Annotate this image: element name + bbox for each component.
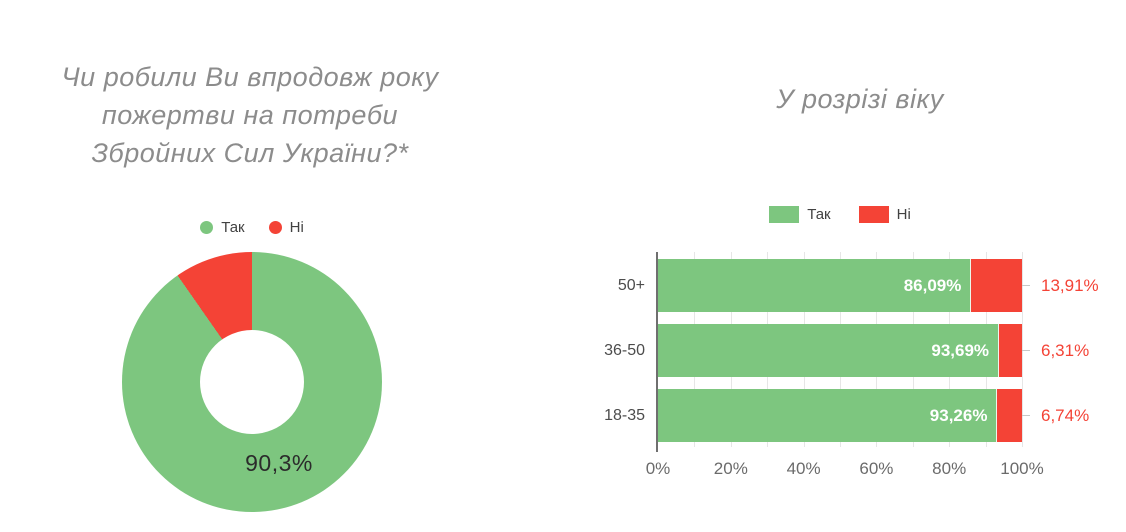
bar-legend: Так Ні (658, 206, 1022, 223)
bar-value-label-no-18-35: 6,74% (1041, 406, 1090, 425)
donut-hole (200, 330, 304, 434)
gridline (1022, 252, 1023, 447)
x-tick-label: 40% (786, 459, 821, 478)
bar-chart-title: У розрізі віку (776, 84, 944, 114)
bar-row-36-50: 93,69% (658, 324, 1022, 377)
category-label-36-50: 36-50 (604, 342, 645, 359)
bar-legend-item-no: Ні (858, 206, 911, 223)
donut-title-line-1: Чи робили Ви впродовж року (61, 62, 439, 92)
donut-legend-label-no: Ні (289, 219, 304, 236)
donut-legend-label-yes: Так (221, 219, 245, 236)
donut-title-line-3: Збройних Сил України?* (91, 138, 409, 168)
legend-dot-yes-icon (200, 221, 214, 234)
x-axis: 0% 20% 40% 60% 80% 100% (646, 459, 1044, 481)
bar-segment-yes: 86,09% (658, 259, 972, 312)
x-tick-label: 20% (713, 459, 748, 478)
donut-legend-item-yes: Так (200, 219, 245, 236)
x-tick-label: 60% (859, 459, 894, 478)
bar-value-label-yes: 93,69% (931, 340, 990, 360)
y-axis-line (656, 252, 658, 452)
donut-value-label: 90,3% (245, 450, 313, 476)
x-tick-label: 80% (932, 459, 967, 478)
donut-legend: Так Ні (122, 219, 382, 236)
bar-plot-area: 86,09% 93,69% 93,26% (658, 252, 1023, 447)
bar-value-label-no-50plus: 13,91% (1041, 276, 1099, 295)
donut-chart-title: Чи робили Ви впродовж року пожертви на п… (10, 58, 490, 172)
label-leader-dash (1022, 350, 1030, 351)
donut-chart (122, 252, 382, 512)
x-tick-label: 0% (645, 459, 671, 478)
bar-legend-item-yes: Так (769, 206, 831, 223)
bar-segment-yes: 93,26% (658, 389, 998, 442)
legend-dot-no-icon (268, 221, 282, 234)
bar-value-label-yes: 86,09% (903, 275, 962, 295)
category-label-50plus: 50+ (617, 277, 645, 294)
bar-row-18-35: 93,26% (658, 389, 1022, 442)
donut-legend-item-no: Ні (268, 219, 304, 236)
category-label-18-35: 18-35 (604, 407, 645, 424)
bar-value-label-no-36-50: 6,31% (1041, 341, 1090, 360)
bar-value-label-yes: 93,26% (929, 405, 988, 425)
legend-swatch-yes-icon (769, 206, 800, 223)
bar-segment-no (999, 324, 1022, 377)
label-leader-dash (1022, 415, 1030, 416)
bar-row-50plus: 86,09% (658, 259, 1022, 312)
label-leader-dash (1022, 285, 1030, 286)
donut-title-line-2: пожертви на потреби (101, 100, 399, 130)
legend-swatch-no-icon (858, 206, 889, 223)
bar-segment-yes: 93,69% (658, 324, 1000, 377)
bar-segment-no (971, 259, 1022, 312)
bar-segment-no (997, 389, 1022, 442)
x-tick-label: 100% (1000, 459, 1044, 478)
bar-legend-label-yes: Так (807, 206, 831, 223)
bar-legend-label-no: Ні (896, 206, 911, 223)
